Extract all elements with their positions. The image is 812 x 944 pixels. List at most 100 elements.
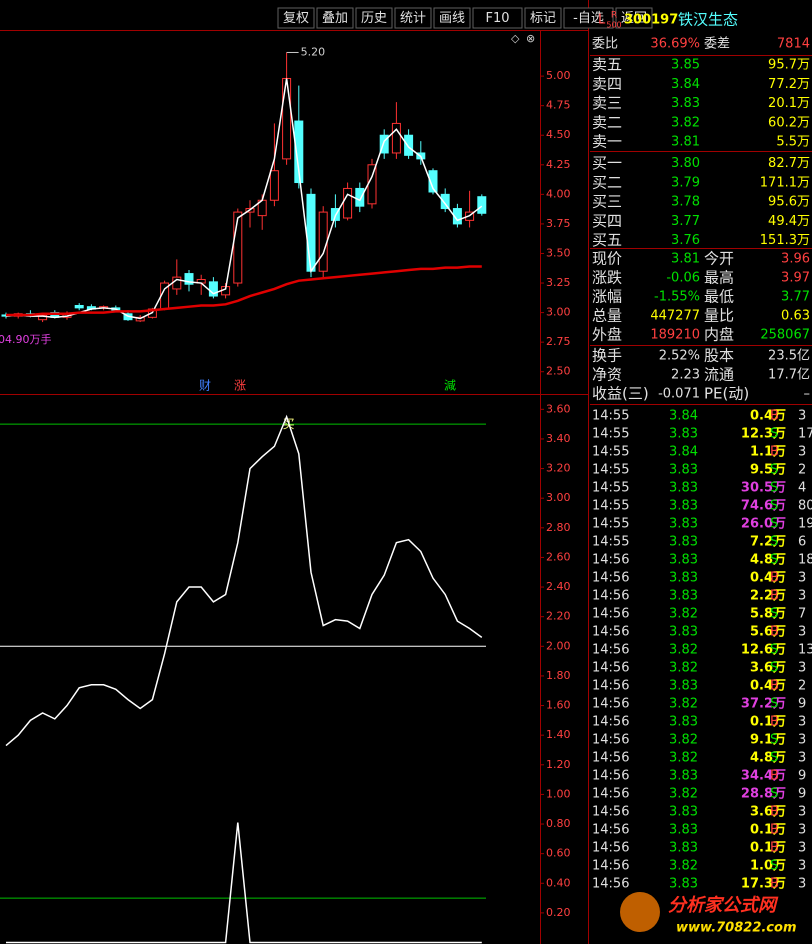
toolbar-button[interactable] [355, 7, 393, 29]
trade-side: B [770, 805, 779, 820]
trade-count: 13 [798, 643, 812, 658]
y-tick-label: 2.00 [546, 639, 571, 652]
fund-value: 17.7亿 [768, 368, 810, 383]
stat-label: 外盘 [592, 326, 622, 344]
annotation: 5.20 [301, 45, 326, 58]
toolbar-button[interactable] [472, 7, 523, 29]
trade-count: 2 [798, 463, 806, 478]
trade-count: 3 [798, 823, 806, 838]
toolbar-label[interactable]: 历史 [361, 11, 387, 26]
fund-label: 换手 [592, 347, 622, 365]
toolbar-label[interactable]: -自选 [573, 11, 604, 26]
book-volume: 77.2万 [768, 77, 810, 92]
trade-side: B [770, 823, 779, 838]
trade-volume: 74.6万 [741, 499, 786, 514]
toolbar-button[interactable] [524, 7, 562, 29]
candle-body [477, 196, 487, 214]
trade-side: S [770, 859, 778, 874]
stat-label: 总量 [592, 307, 622, 325]
toolbar-label[interactable]: 画线 [439, 11, 465, 26]
toolbar-button[interactable] [615, 7, 653, 29]
y-tick-label: 0.80 [546, 817, 571, 830]
toolbar-button[interactable] [394, 7, 432, 29]
trade-time: 14:55 [592, 427, 629, 442]
fund-label: PE(动) [704, 385, 749, 403]
series-line [6, 265, 482, 317]
trade-time: 14:56 [592, 607, 629, 622]
toolbar-button[interactable] [563, 7, 614, 29]
fund-label: 流通 [704, 366, 734, 384]
toolbar-button[interactable] [433, 7, 471, 29]
book-price: 3.80 [671, 156, 700, 171]
trade-volume: 5.8万 [750, 607, 786, 622]
trade-count: 3 [798, 589, 806, 604]
trade-count: 3 [798, 733, 806, 748]
trade-price: 3.83 [669, 481, 698, 496]
book-price: 3.85 [671, 58, 700, 73]
stat-label: 今开 [704, 250, 734, 268]
toolbar-label[interactable]: 返回 [621, 11, 647, 26]
trade-count: 17 [798, 427, 812, 442]
trade-time: 14:56 [592, 625, 629, 640]
icon[interactable]: ⊗ [526, 32, 535, 45]
trade-time: 14:56 [592, 751, 629, 766]
book-label: 买五 [592, 231, 622, 249]
event-marker: 财 [199, 379, 211, 393]
trade-count: 3 [798, 859, 806, 874]
toolbar-label[interactable]: F10 [485, 11, 509, 26]
trade-count: 80 [798, 499, 812, 514]
book-volume: 151.3万 [760, 233, 810, 248]
value: 36.69% [650, 37, 700, 52]
trade-volume: 0.4万 [750, 409, 786, 424]
icon[interactable]: ◇ [511, 32, 520, 45]
trade-time: 14:56 [592, 589, 629, 604]
book-price: 3.83 [671, 96, 700, 111]
toolbar-label[interactable]: 叠加 [322, 11, 348, 26]
y-tick-label: 2.50 [546, 365, 571, 378]
y-tick-label: 3.25 [546, 276, 571, 289]
stat-value: 3.96 [781, 252, 810, 267]
market: L [598, 13, 606, 28]
stat-value: 189210 [650, 328, 700, 343]
toolbar-label[interactable]: 标记 [530, 11, 556, 26]
trade-price: 3.83 [669, 535, 698, 550]
trade-side: B [770, 445, 779, 460]
candle-body [233, 211, 243, 284]
y-tick-label: 1.60 [546, 699, 571, 712]
trade-price: 3.82 [669, 859, 698, 874]
watermark-logo [620, 892, 660, 932]
stat-label: 涨跌 [592, 269, 622, 287]
trade-time: 14:56 [592, 571, 629, 586]
trade-volume: 0.1万 [750, 841, 786, 856]
toolbar-button[interactable] [277, 7, 315, 29]
trade-time: 14:56 [592, 877, 629, 892]
book-volume: 95.7万 [768, 58, 810, 73]
toolbar-label[interactable]: 复权 [283, 10, 309, 26]
trade-side: B [770, 877, 779, 892]
trade-price: 3.82 [669, 733, 698, 748]
trade-side: S [770, 427, 778, 442]
trade-volume: 9.5万 [750, 463, 786, 478]
event-marker: 涨 [234, 378, 246, 393]
trade-price: 3.82 [669, 643, 698, 658]
candle-body [343, 187, 353, 219]
trade-price: 3.83 [669, 517, 698, 532]
trade-price: 3.83 [669, 553, 698, 568]
toolbar-button[interactable] [316, 7, 354, 29]
trade-volume: 12.3万 [741, 427, 786, 442]
stat-label: 量比 [704, 307, 734, 325]
stock-name: 铁汉生态 [678, 11, 738, 29]
trade-time: 14:56 [592, 643, 629, 658]
trade-volume: 7.2万 [750, 535, 786, 550]
trade-time: 14:56 [592, 553, 629, 568]
book-label: 买三 [592, 193, 622, 211]
toolbar-label[interactable]: 统计 [400, 11, 426, 26]
trade-time: 14:56 [592, 679, 629, 694]
series-line [5, 414, 483, 747]
trade-time: 14:55 [592, 463, 629, 478]
book-price: 3.78 [671, 195, 700, 210]
event-marker: 減 [444, 378, 456, 393]
trade-count: 9 [798, 769, 806, 784]
candle-body [184, 273, 194, 285]
y-tick-label: 0.40 [546, 876, 571, 889]
